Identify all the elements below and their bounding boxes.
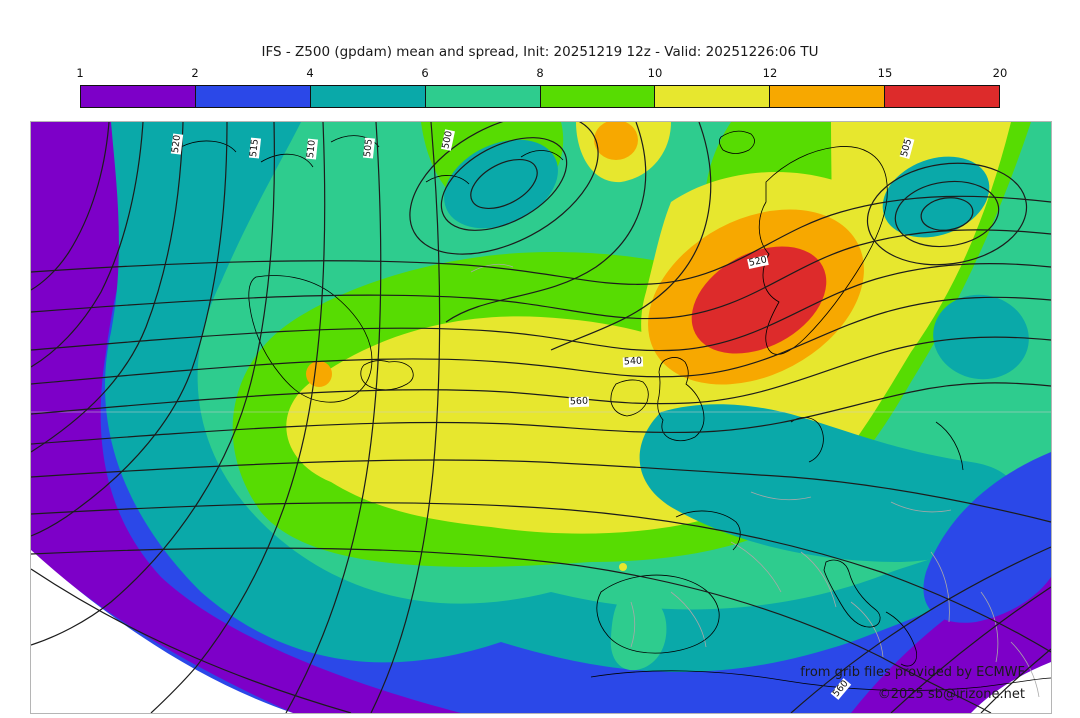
colorbar-segment <box>540 86 656 107</box>
chart-title: IFS - Z500 (gpdam) mean and spread, Init… <box>261 44 819 60</box>
map-panel: 520 515 510 505 500 505 520 540 560 560 … <box>30 121 1052 714</box>
colorbar-tick: 2 <box>191 66 199 80</box>
colorbar-segment <box>425 86 541 107</box>
colorbar-tick: 1 <box>76 66 84 80</box>
colorbar-segment <box>195 86 311 107</box>
colorbar-tick: 15 <box>877 66 893 80</box>
contour-label: 540 <box>622 355 644 368</box>
attribution-line-copyright: ©2025 sb@irizone.net <box>877 687 1025 702</box>
colorbar-tick: 20 <box>992 66 1008 80</box>
colorbar-tick: 12 <box>762 66 778 80</box>
colorbar-segment <box>310 86 426 107</box>
colorbar-segment <box>885 86 999 107</box>
contour-label: 560 <box>568 395 590 408</box>
contour-label: 510 <box>305 138 319 160</box>
colorbar-tick: 8 <box>536 66 544 80</box>
colorbar-segment <box>770 86 886 107</box>
attribution: from grib files provided by ECMWF ©2025 … <box>800 662 1025 706</box>
colorbar-tick: 4 <box>306 66 314 80</box>
colorbar-tick-labels: 1 2 4 6 8 10 12 15 20 <box>76 66 1007 81</box>
colorbar-segment <box>81 86 196 107</box>
spread-shading-and-contours <box>31 122 1051 713</box>
contour-label: 515 <box>248 137 262 159</box>
contour-label: 505 <box>362 137 376 159</box>
colorbar-tick: 10 <box>647 66 663 80</box>
colorbar <box>80 85 1000 108</box>
colorbar-tick: 6 <box>421 66 429 80</box>
colorbar-segment <box>655 86 771 107</box>
attribution-line-source: from grib files provided by ECMWF <box>800 665 1025 680</box>
